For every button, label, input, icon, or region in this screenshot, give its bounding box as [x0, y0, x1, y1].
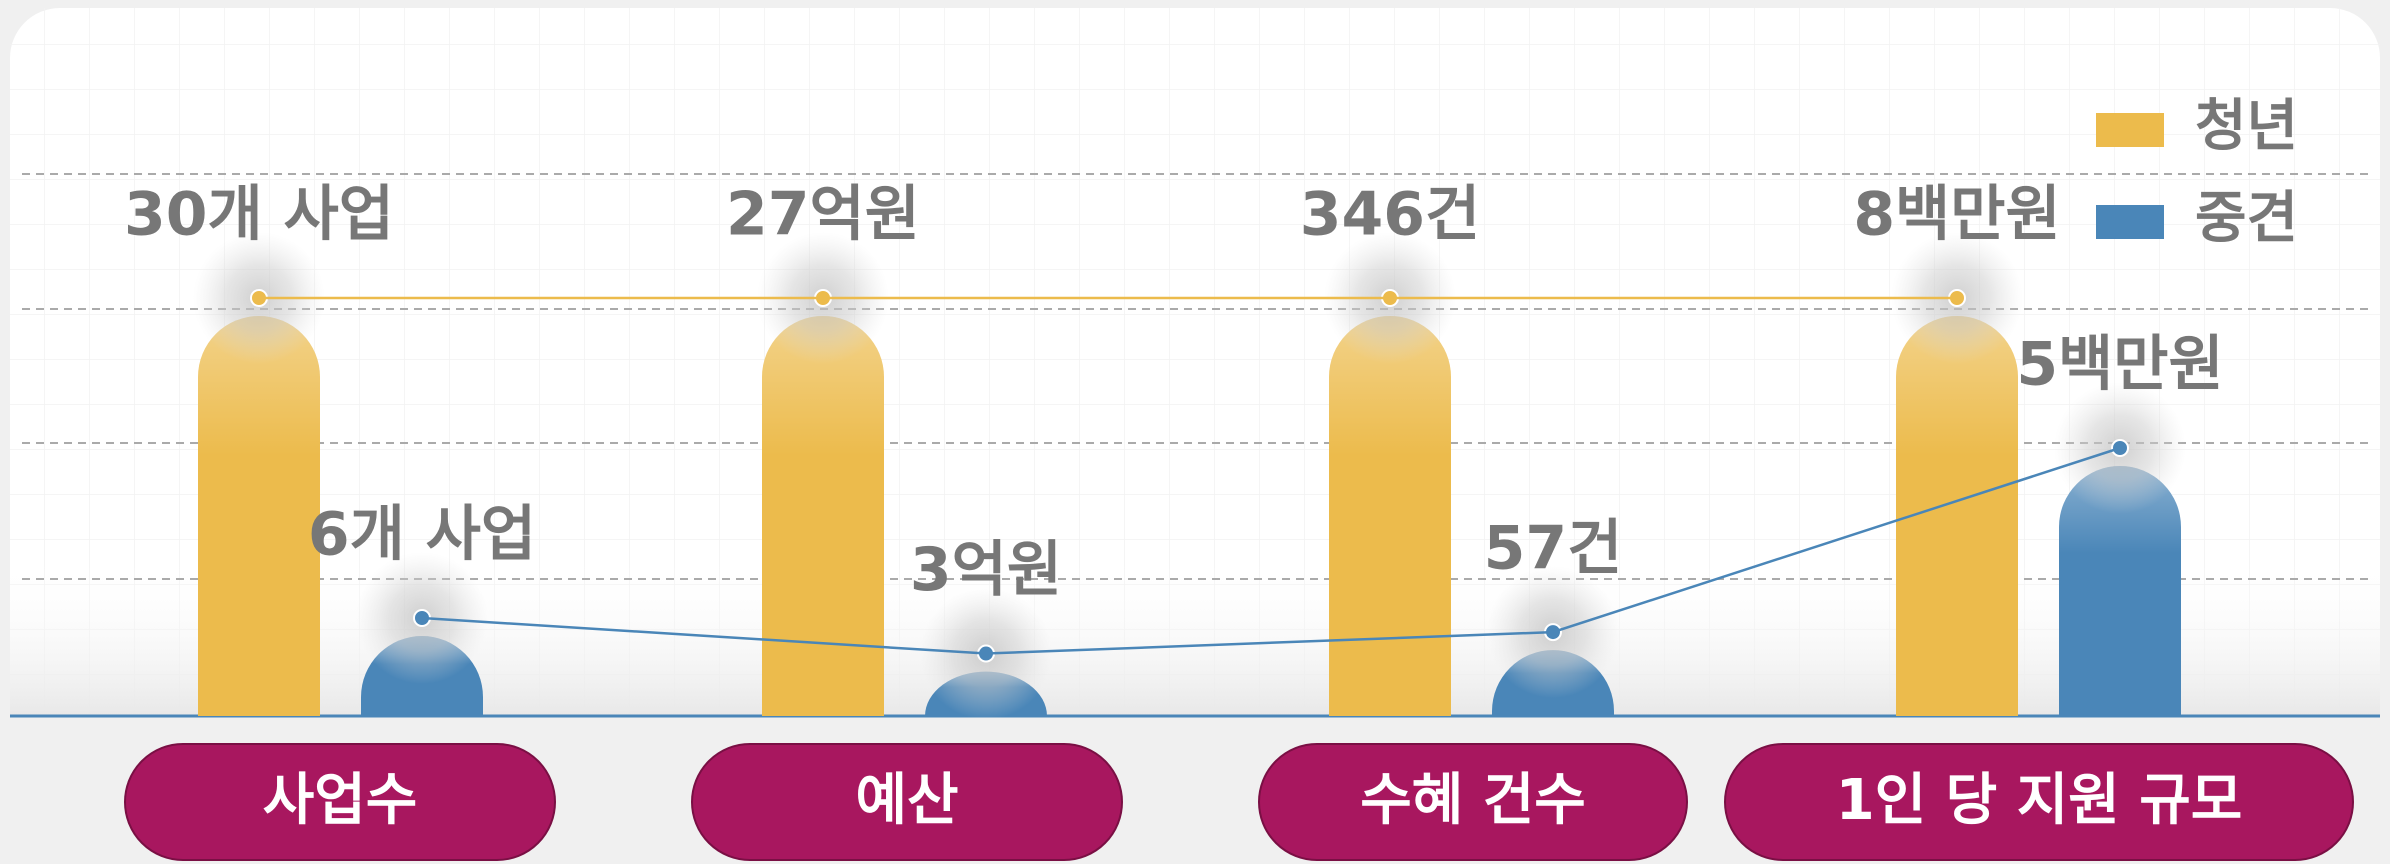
category-button — [124, 743, 556, 861]
x-tick-label: 사업수 — [263, 768, 418, 833]
data-label: 27억원 — [726, 180, 920, 250]
bar-shine — [198, 316, 320, 716]
bar-shine — [762, 316, 884, 716]
series-line — [421, 446, 2121, 655]
legend-swatch — [2096, 113, 2164, 147]
x-tick-label: 수혜 건수 — [1360, 768, 1586, 833]
data-label: 8백만원 — [1853, 180, 2060, 250]
data-label: 6개 사업 — [308, 500, 536, 570]
category-button — [1258, 743, 1688, 861]
legend-label: 중견 — [2195, 186, 2298, 251]
data-label: 3억원 — [910, 535, 1062, 605]
category-button — [691, 743, 1123, 861]
bar-shine — [1896, 316, 2018, 716]
bar-shine — [2059, 466, 2181, 716]
category-button — [1724, 743, 2354, 861]
bar-shine — [1329, 316, 1451, 716]
legend-label: 청년 — [2195, 94, 2298, 159]
data-label: 30개 사업 — [124, 180, 394, 250]
legend-swatch — [2096, 205, 2164, 239]
data-label: 5백만원 — [2016, 330, 2223, 400]
x-tick-label: 예산 — [855, 768, 958, 833]
x-tick-label: 1인 당 지원 규모 — [1836, 768, 2243, 833]
data-label: 57건 — [1484, 514, 1623, 584]
data-label: 346건 — [1300, 180, 1480, 250]
